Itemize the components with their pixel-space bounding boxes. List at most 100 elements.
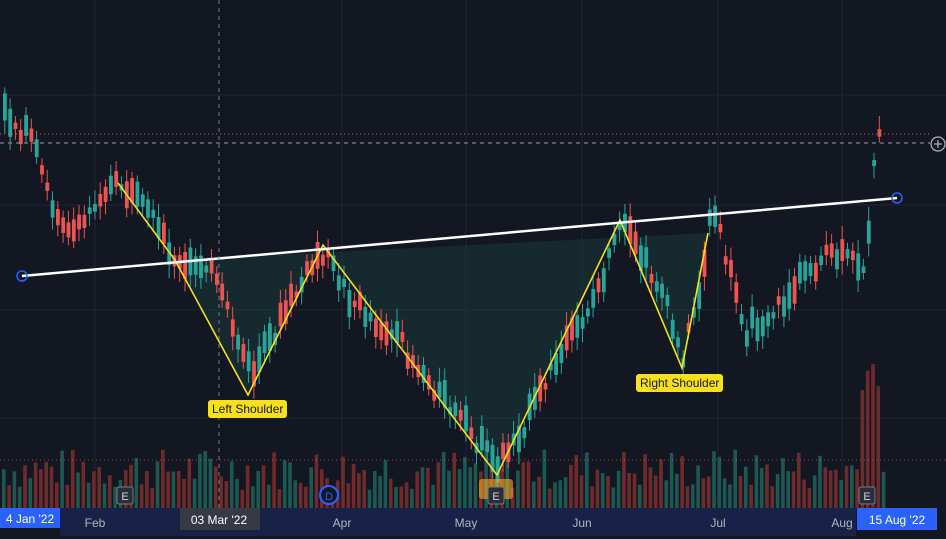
candle-21 xyxy=(114,171,119,187)
earnings-marker-icon xyxy=(116,486,134,505)
event-marker-1: D xyxy=(319,485,339,505)
volume-bar-143 xyxy=(759,467,764,508)
neckline xyxy=(21,196,898,278)
volume-bar-37 xyxy=(198,453,202,508)
candle-147 xyxy=(782,296,786,317)
candle-2 xyxy=(13,122,18,129)
volume-bar-10 xyxy=(55,482,59,508)
volume-bar-132 xyxy=(701,478,706,508)
volume-bar-118 xyxy=(627,473,631,508)
candle-98 xyxy=(522,427,527,439)
volume-bar-74 xyxy=(394,486,398,508)
volume-bar-11 xyxy=(60,450,64,508)
candle-27 xyxy=(146,199,150,218)
volume-bar-76 xyxy=(404,482,409,508)
candle-114 xyxy=(607,248,611,258)
volume-bar-112 xyxy=(595,469,600,508)
volume-bar-136 xyxy=(722,478,727,508)
left-shoulder-label: Left Shoulder xyxy=(208,400,288,418)
volume-bar-29 xyxy=(155,461,160,508)
candle-50 xyxy=(268,323,272,351)
candle-8 xyxy=(45,182,50,191)
volume-bar-120 xyxy=(638,484,642,508)
candle-86 xyxy=(458,409,463,421)
candle-119 xyxy=(633,231,638,254)
volume-bar-162 xyxy=(860,390,865,508)
volume-bar-49 xyxy=(261,465,266,508)
candle-108 xyxy=(575,315,580,338)
candle-159 xyxy=(845,249,850,259)
candle-97 xyxy=(517,425,521,453)
add-alert-icon xyxy=(930,136,946,152)
volume-bar-12 xyxy=(65,484,70,508)
grid-lines xyxy=(0,0,946,508)
volume-bar-26 xyxy=(139,484,144,508)
volume-bar-54 xyxy=(288,462,292,508)
volume-bar-139 xyxy=(738,476,743,508)
candle-57 xyxy=(305,261,309,275)
volume-bar-152 xyxy=(807,487,812,508)
event-marker-label-0: E xyxy=(121,491,128,503)
candle-4 xyxy=(24,114,28,136)
candle-30 xyxy=(162,222,166,245)
candle-161 xyxy=(856,253,861,281)
neckline-handle-left xyxy=(16,270,28,282)
candle-81 xyxy=(432,389,437,401)
volume-bar-52 xyxy=(277,489,282,508)
volume-bar-164 xyxy=(871,364,875,508)
candle-132 xyxy=(702,249,707,277)
candle-138 xyxy=(734,282,739,303)
candle-102 xyxy=(543,383,548,390)
volume-bar-71 xyxy=(378,475,382,508)
volume-bar-59 xyxy=(314,454,319,508)
volume-bar-43 xyxy=(229,461,234,508)
candle-9 xyxy=(50,200,55,218)
volume-bar-96 xyxy=(510,487,515,508)
event-marker-2: E xyxy=(479,479,513,505)
candle-111 xyxy=(591,288,596,308)
volume-bar-102 xyxy=(542,449,547,508)
volume-bar-38 xyxy=(203,451,207,508)
volume-bar-55 xyxy=(293,480,298,508)
candle-1 xyxy=(8,108,13,137)
volume-bar-73 xyxy=(388,478,393,508)
volume-bar-45 xyxy=(240,489,245,508)
range-start-box xyxy=(0,508,60,528)
candle-154 xyxy=(819,255,823,265)
volume-bar-83 xyxy=(441,451,446,508)
candle-101 xyxy=(538,375,543,402)
volume-bar-113 xyxy=(600,473,605,508)
candle-65 xyxy=(347,289,352,318)
candle-124 xyxy=(660,283,664,298)
volume-bar-105 xyxy=(558,480,563,508)
candle-92 xyxy=(490,444,495,472)
candle-91 xyxy=(485,440,490,453)
volume-bar-5 xyxy=(28,478,33,508)
candle-144 xyxy=(766,312,770,327)
pattern-zigzag xyxy=(117,182,709,477)
candle-109 xyxy=(580,317,585,329)
candle-122 xyxy=(649,273,654,283)
volume-bar-44 xyxy=(235,478,239,508)
pattern-fill xyxy=(175,220,708,475)
volume-bar-15 xyxy=(81,461,86,508)
volume-bar-78 xyxy=(415,471,419,508)
volume-bar-13 xyxy=(70,449,75,508)
candle-149 xyxy=(792,276,797,304)
range-start-label: 4 Jan '22 xyxy=(6,512,55,526)
candle-137 xyxy=(729,259,733,278)
volume-bar-8 xyxy=(44,461,48,508)
volume-bar-69 xyxy=(367,489,372,508)
candle-85 xyxy=(453,402,458,417)
volume-bar-4 xyxy=(23,465,27,508)
event-marker-3: E xyxy=(858,486,876,505)
candle-67 xyxy=(358,291,362,311)
candle-3 xyxy=(18,129,23,145)
candle-72 xyxy=(384,321,389,346)
candle-74 xyxy=(395,321,399,344)
volume-bar-114 xyxy=(606,476,610,508)
volume-bar-68 xyxy=(362,469,366,508)
volume-bar-7 xyxy=(39,469,43,508)
